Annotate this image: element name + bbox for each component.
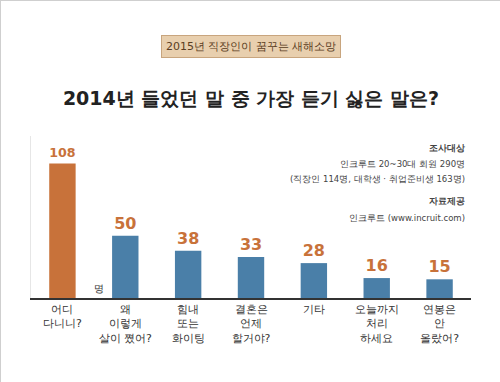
svg-text:왜이렇게살이 쪘어?: 왜이렇게살이 쪘어? <box>99 303 152 345</box>
svg-text:기타: 기타 <box>303 303 325 316</box>
svg-text:인크루트 20~30대 회원 290명: 인크루트 20~30대 회원 290명 <box>340 159 465 169</box>
svg-text:오늘까지처리하세요: 오늘까지처리하세요 <box>355 303 399 345</box>
svg-text:33: 33 <box>240 235 262 254</box>
svg-text:16: 16 <box>366 256 388 275</box>
svg-text:2015년 직장인이 꿈꾸는 새해소망: 2015년 직장인이 꿈꾸는 새해소망 <box>166 40 336 53</box>
svg-text:28: 28 <box>303 241 325 260</box>
svg-text:결혼은언제할거야?: 결혼은언제할거야? <box>232 303 271 345</box>
svg-text:어디다니니?: 어디다니니? <box>43 303 82 330</box>
svg-text:명: 명 <box>94 283 104 294</box>
svg-text:인크루트 (www.incruit.com): 인크루트 (www.incruit.com) <box>349 213 465 223</box>
svg-text:조사대상: 조사대상 <box>429 143 465 153</box>
svg-text:자료제공: 자료제공 <box>429 196 465 206</box>
svg-text:38: 38 <box>177 229 199 248</box>
svg-text:(직장인 114명, 대학생 · 취업준비생 163명): (직장인 114명, 대학생 · 취업준비생 163명) <box>290 174 465 184</box>
svg-text:힘내또는화이팅: 힘내또는화이팅 <box>172 303 205 345</box>
svg-text:2014년 들었던 말 중 가장 듣기 싫은 말은?: 2014년 들었던 말 중 가장 듣기 싫은 말은? <box>63 87 439 109</box>
svg-text:50: 50 <box>114 214 136 233</box>
svg-text:108: 108 <box>49 145 75 160</box>
svg-text:15: 15 <box>428 257 450 276</box>
svg-text:연봉은안올랐어?: 연봉은안올랐어? <box>420 303 459 345</box>
